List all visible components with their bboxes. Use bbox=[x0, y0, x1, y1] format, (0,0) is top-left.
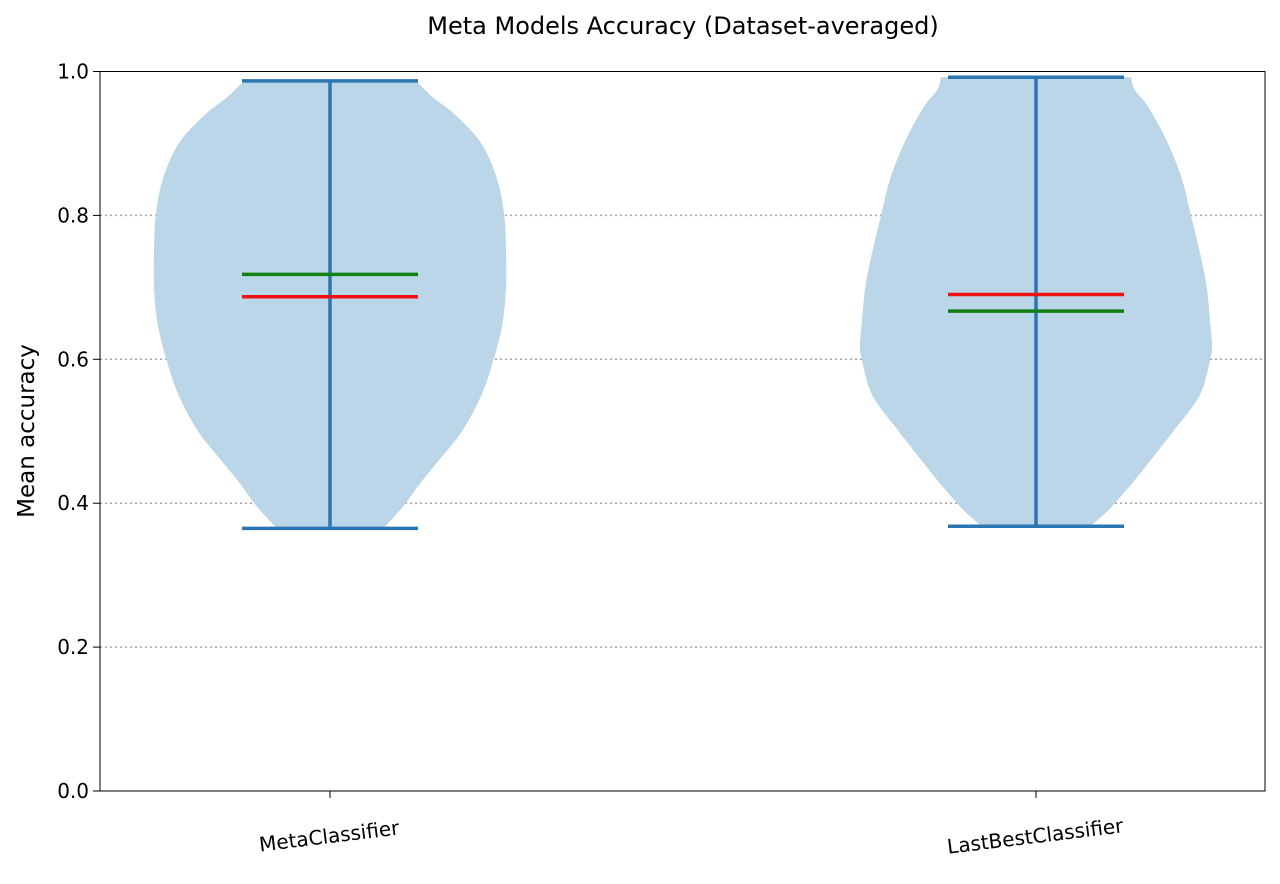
y-axis-title: Mean accuracy bbox=[14, 344, 40, 518]
y-tick-label: 0.8 bbox=[57, 203, 89, 227]
violin-MetaClassifier bbox=[153, 79, 507, 531]
y-tick-label: 0.0 bbox=[57, 779, 89, 803]
y-tick-label: 0.6 bbox=[57, 347, 89, 371]
plot-frame bbox=[99, 71, 1266, 792]
x-axis: MetaClassifier LastBestClassifier bbox=[258, 791, 1126, 859]
y-tick-label: 0.4 bbox=[57, 491, 89, 515]
x-tick-label: MetaClassifier bbox=[258, 815, 402, 856]
violin-LastBestClassifier bbox=[859, 75, 1213, 528]
y-axis: 0.0 0.2 0.4 0.6 0.8 1.0 bbox=[57, 60, 100, 803]
x-tick-label: LastBestClassifier bbox=[946, 813, 1126, 859]
violins bbox=[153, 75, 1213, 531]
y-tick-label: 1.0 bbox=[57, 60, 89, 84]
chart-title: Meta Models Accuracy (Dataset-averaged) bbox=[427, 12, 938, 40]
y-tick-label: 0.2 bbox=[57, 635, 89, 659]
